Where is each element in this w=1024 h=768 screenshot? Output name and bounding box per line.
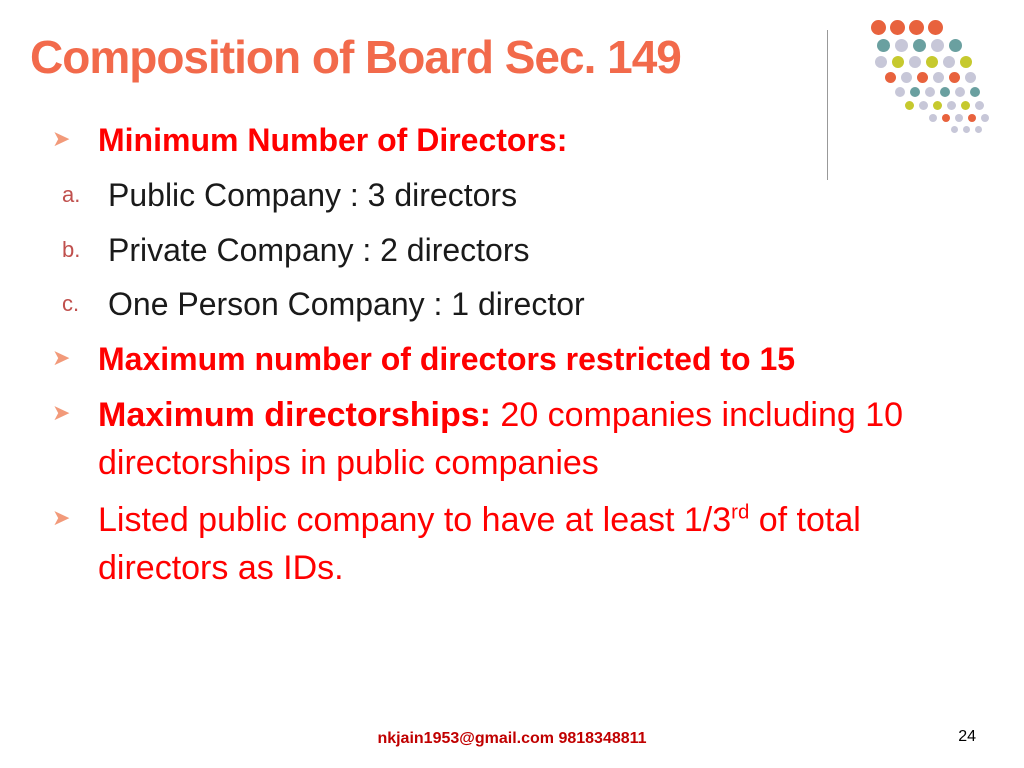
slide-title: Composition of Board Sec. 149 [30,30,681,84]
listed-text-pre: Listed public company to have at least 1… [98,501,731,539]
item-opc: One Person Company : 1 director [108,282,964,327]
list-marker-b: b. [60,235,108,266]
max-directorships-label: Maximum directorships: [98,396,500,434]
item-private-company: Private Company : 2 directors [108,228,964,273]
item-public-company: Public Company : 3 directors [108,173,964,218]
footer-contact: nkjain1953@gmail.com 9818348811 [0,730,1024,748]
bullet-chevron-icon: ➤ [50,398,98,429]
listed-text-sup: rd [731,502,749,524]
list-marker-c: c. [60,289,108,320]
bullet-chevron-icon: ➤ [50,503,98,534]
bullet-chevron-icon: ➤ [50,124,98,155]
slide-body: ➤ Minimum Number of Directors: a. Public… [50,118,964,602]
bullet-chevron-icon: ➤ [50,343,98,374]
heading-listed-company: Listed public company to have at least 1… [98,497,964,592]
heading-max-directors: Maximum number of directors restricted t… [98,337,964,382]
heading-min-directors: Minimum Number of Directors: [98,118,964,163]
page-number: 24 [958,728,976,746]
heading-max-directorships: Maximum directorships: 20 companies incl… [98,392,964,487]
list-marker-a: a. [60,180,108,211]
